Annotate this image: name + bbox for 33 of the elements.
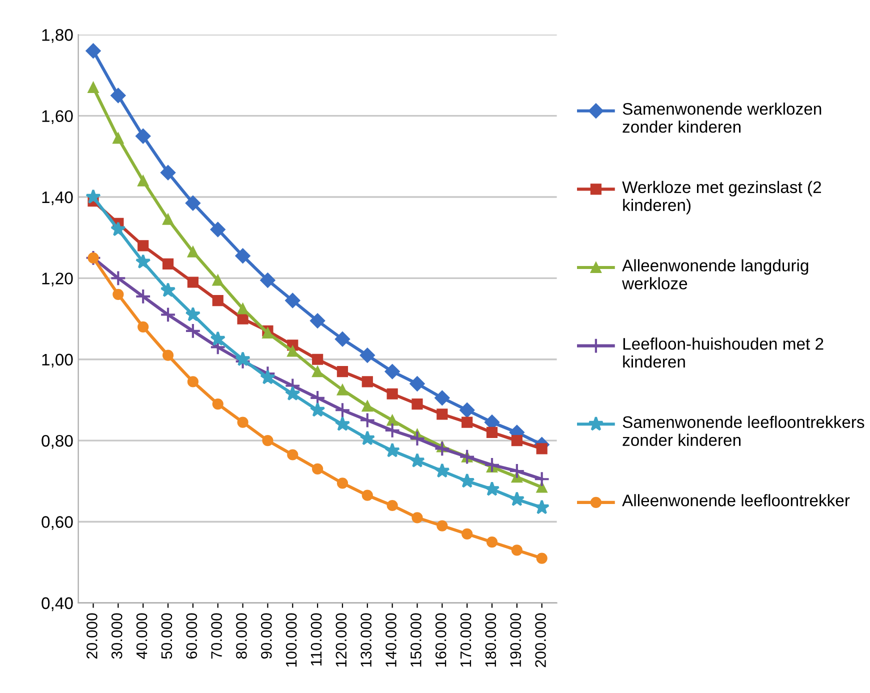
x-tick-label: 90.000 [260,613,272,659]
x-tick-label: 70.000 [211,613,222,659]
y-tick-label: 1,00 [42,354,73,368]
legend-label: Alleenwonende leefloontrekker [622,494,850,506]
y-tick-label: 0,60 [42,516,73,530]
x-tick-label: 110.000 [310,613,322,666]
x-tick-label: 140.000 [386,613,396,667]
y-tick-label: 1,80 [42,29,73,43]
legend-label: Werkloze met gezinslast (2 kinderen) [622,180,821,214]
y-tick-label: 0,40 [42,597,73,612]
y-tick-label: 1,40 [42,191,73,206]
legend-label: Alleenwonende langdurig werkloze [622,259,808,290]
y-tick-label: 1,60 [42,110,73,124]
x-tick-label: 190.000 [510,613,522,667]
y-tick-label: 0,80 [42,434,73,449]
x-tick-label: 150.000 [410,613,422,667]
legend-label: Samenwonende leefloontrekkers zonder kinderen [622,416,864,446]
x-tick-label: 130.000 [360,613,372,667]
x-tick-label: 200.000 [535,613,546,668]
x-tick-label: 30.000 [111,613,122,659]
x-tick-label: 160.000 [435,613,446,667]
legend-label: Samenwonende werklozen zonder kinderen [622,102,822,133]
x-tick-label: 120.000 [336,613,347,667]
x-tick-label: 100.000 [286,613,297,667]
x-tick-label: 180.000 [485,613,496,667]
x-tick-label: 20.000 [86,613,98,659]
x-tick-label: 80.000 [236,613,247,659]
x-tick-label: 170.000 [460,613,472,667]
legend-label: Leefloon-huishouden met 2 kinderen [623,337,824,368]
y-tick-label: 1,20 [42,272,73,286]
x-tick-label: 60.000 [186,613,198,659]
x-tick-label: 40.000 [136,613,148,660]
x-tick-label: 50.000 [161,613,172,659]
